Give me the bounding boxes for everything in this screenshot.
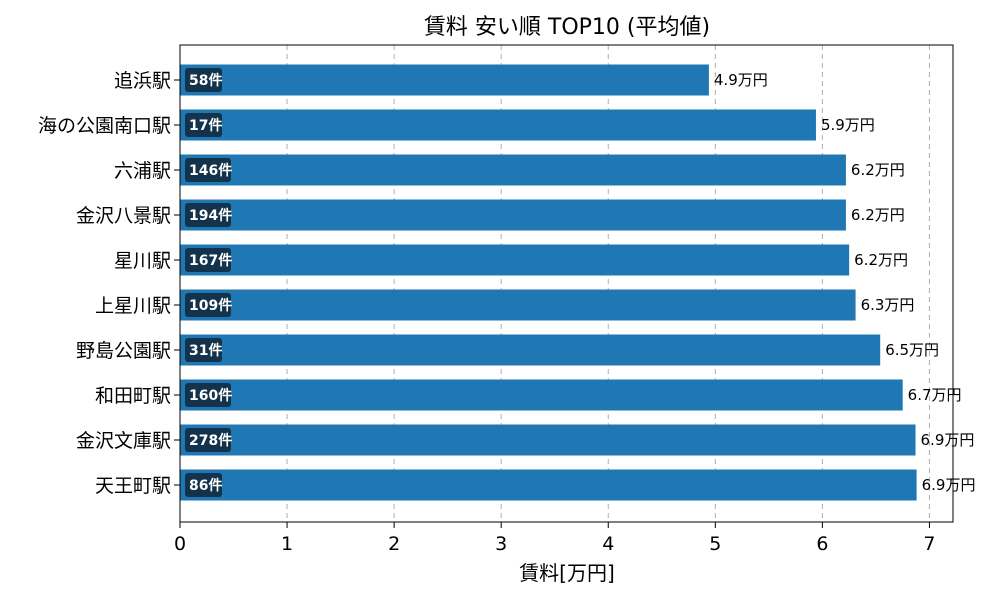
category-label: 天王町駅 <box>95 475 171 497</box>
bar <box>180 154 846 186</box>
bar <box>180 379 903 411</box>
count-label: 194件 <box>189 207 232 224</box>
y-axis: 追浜駅海の公園南口駅六浦駅金沢八景駅星川駅上星川駅野島公園駅和田町駅金沢文庫駅天… <box>38 70 180 497</box>
count-badge <box>185 68 222 92</box>
x-tick-label: 4 <box>602 533 614 555</box>
value-label: 6.9万円 <box>921 431 975 449</box>
category-label: 金沢八景駅 <box>76 205 171 227</box>
category-label: 海の公園南口駅 <box>38 115 171 137</box>
count-label: 146件 <box>189 162 232 179</box>
count-label: 160件 <box>189 387 232 404</box>
count-label: 278件 <box>189 432 232 449</box>
value-label: 4.9万円 <box>714 71 768 89</box>
bar <box>180 469 917 501</box>
x-tick-label: 3 <box>495 533 507 555</box>
count-badge <box>185 293 231 317</box>
value-label: 6.3万円 <box>861 296 915 314</box>
count-label: 58件 <box>189 72 222 89</box>
category-label: 六浦駅 <box>114 160 171 182</box>
bar <box>180 334 881 366</box>
value-label: 6.9万円 <box>922 476 976 494</box>
x-tick-label: 2 <box>388 533 400 555</box>
count-badge <box>185 248 231 272</box>
category-label: 野島公園駅 <box>76 340 171 362</box>
x-axis-label: 賃料[万円] <box>519 561 615 585</box>
category-label: 上星川駅 <box>95 295 171 317</box>
bar <box>180 424 916 456</box>
chart-title: 賃料 安い順 TOP10 (平均値) <box>424 15 710 40</box>
count-badge <box>185 158 231 182</box>
count-badge <box>185 203 231 227</box>
count-label: 17件 <box>189 117 222 134</box>
x-tick-label: 1 <box>281 533 293 555</box>
bar <box>180 64 709 96</box>
count-badge <box>185 113 222 137</box>
count-label: 86件 <box>189 477 222 494</box>
count-label: 109件 <box>189 297 232 314</box>
count-badge <box>185 473 222 497</box>
bar <box>180 244 850 276</box>
value-label: 6.2万円 <box>851 206 905 224</box>
bar <box>180 199 846 231</box>
count-badge <box>185 338 222 362</box>
count-badge <box>185 383 231 407</box>
category-label: 星川駅 <box>114 250 171 272</box>
x-tick-label: 0 <box>174 533 186 555</box>
count-badge <box>185 428 231 452</box>
value-label: 5.9万円 <box>821 116 875 134</box>
bars: 58件 4.9万円 17件 5.9万円 146件 6.2万円 194件 6.2万円 167件 6.… <box>180 64 976 501</box>
category-label: 金沢文庫駅 <box>76 430 171 452</box>
category-label: 和田町駅 <box>95 385 171 407</box>
x-axis: 0 1 2 3 4 5 6 7 <box>174 522 935 555</box>
x-tick-label: 6 <box>816 533 828 555</box>
count-label: 167件 <box>189 252 232 269</box>
x-tick-label: 5 <box>709 533 721 555</box>
bar <box>180 109 816 141</box>
value-label: 6.5万円 <box>885 341 939 359</box>
plot-frame <box>179 44 954 523</box>
x-tick-label: 7 <box>923 533 935 555</box>
category-label: 追浜駅 <box>114 70 171 92</box>
value-label: 6.2万円 <box>854 251 908 269</box>
value-label: 6.2万円 <box>851 161 905 179</box>
bar <box>180 289 856 321</box>
value-label: 6.7万円 <box>908 386 962 404</box>
count-label: 31件 <box>189 342 222 359</box>
